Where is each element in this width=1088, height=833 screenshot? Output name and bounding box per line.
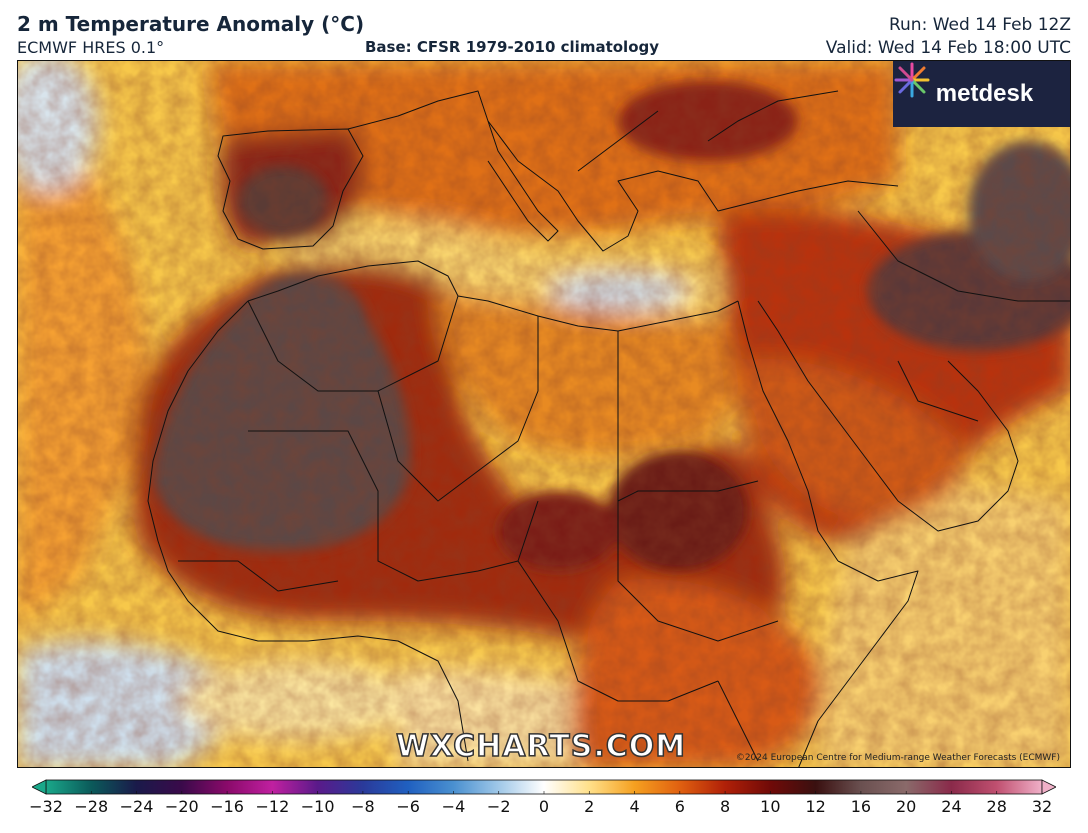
colorbar-tick-label: 28 (986, 797, 1007, 816)
colorbar-tick-label: −16 (210, 797, 244, 816)
temperature-anomaly-map (18, 61, 1070, 767)
base-label: Base: CFSR 1979-2010 climatology (365, 38, 660, 56)
colorbar-min-arrow (32, 779, 47, 795)
colorbar-tick-label: −12 (255, 797, 290, 816)
colorbar-tick-label: 2 (584, 797, 595, 816)
colorbar-tick-label: −24 (119, 797, 154, 816)
colorbar-tick-label: −10 (300, 797, 335, 816)
colorbar-tick-label: 0 (538, 797, 550, 816)
colorbar-tick-label: −6 (396, 797, 420, 816)
colorbar-tick-label: −4 (441, 797, 466, 816)
metdesk-burst-icon (894, 62, 930, 98)
metdesk-logo[interactable]: metdesk (893, 61, 1070, 127)
logo-text: metdesk (935, 80, 1034, 107)
colorbar-tick-label: 8 (719, 797, 731, 816)
colorbar-tick-label: 10 (760, 797, 781, 816)
model-label: ECMWF HRES 0.1° (17, 38, 165, 57)
map-panel[interactable]: metdesk WXCHARTS.COM ©2024 European Cent… (17, 60, 1071, 768)
colorbar-tick-label: −32 (29, 797, 63, 816)
chart-title: 2 m Temperature Anomaly (°C) (17, 12, 365, 36)
colorbar-tick-label: 24 (941, 797, 962, 816)
colorbar (32, 779, 1056, 795)
colorbar-tick-label: 4 (629, 797, 640, 816)
watermark: WXCHARTS.COM (395, 728, 687, 765)
colorbar-max-arrow (1041, 779, 1056, 795)
copyright-notice: ©2024 European Centre for Medium-range W… (735, 753, 1060, 763)
colorbar-tick-labels: −32 −28 −24 −20 −16 −12 −10 −8 −6 −4 −2 0 2 4 6 8 10 12 16… (0, 797, 1088, 821)
colorbar-tick-label: 6 (674, 797, 685, 816)
valid-label: Valid: Wed 14 Feb 18:00 UTC (825, 38, 1071, 58)
colorbar-tick-label: 16 (850, 797, 872, 816)
noise-texture (18, 61, 1070, 767)
colorbar-tick-label: −20 (164, 797, 199, 816)
colorbar-tick-label: −2 (486, 797, 511, 816)
country-borders (147, 90, 1070, 767)
colorbar-tick-label: 12 (805, 797, 826, 816)
colorbar-tick-label: −28 (74, 797, 109, 816)
colorbar-tick-label: 32 (1031, 797, 1053, 816)
colorbar-tick-label: −8 (351, 797, 375, 816)
run-label: Run: Wed 14 Feb 12Z (888, 15, 1071, 35)
colorbar-tick-label: 20 (895, 797, 917, 816)
